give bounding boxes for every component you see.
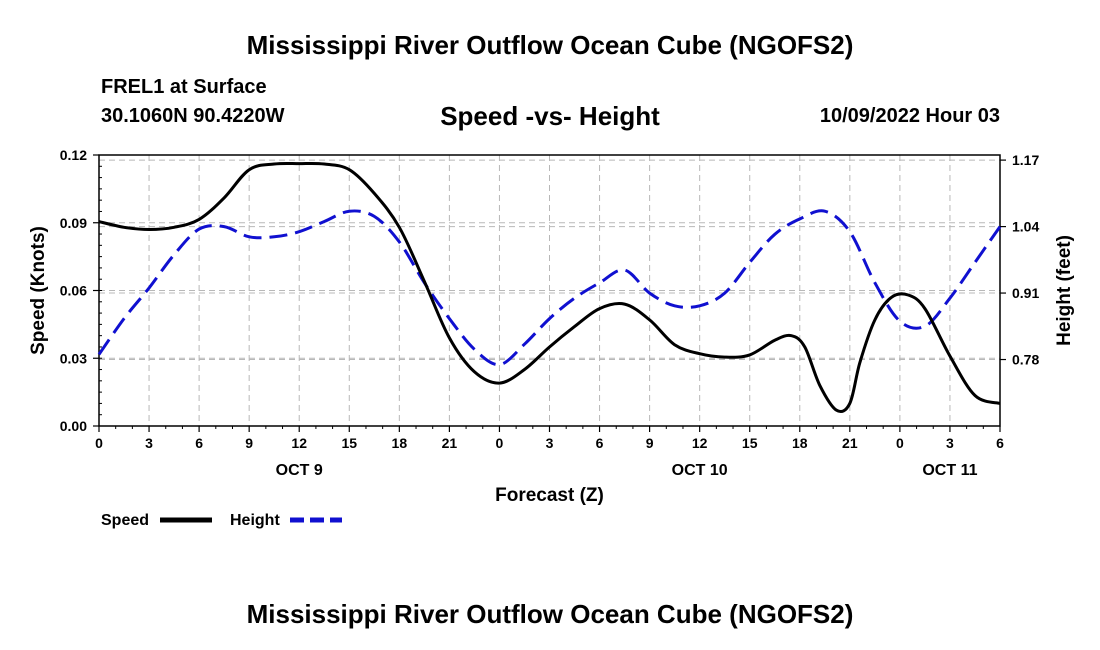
x-tick-label: 6 [596,435,604,451]
y2-tick-label: 0.78 [1012,352,1039,368]
y2-tick-label: 1.17 [1012,152,1039,168]
legend-label-height: Height [230,512,280,529]
y-tick-label: 0.06 [60,283,87,299]
y2-tick-label: 1.04 [1012,219,1039,235]
chart-title: Speed -vs- Height [440,101,660,131]
x-tick-label: 21 [442,435,458,451]
x-tick-label: 15 [341,435,357,451]
x-tick-label: 3 [145,435,153,451]
x-tick-label: 3 [546,435,554,451]
y2-tick-label: 0.91 [1012,285,1039,301]
x-tick-label: 6 [195,435,203,451]
y-tick-label: 0.00 [60,418,87,434]
station-name: FREL1 at Surface [101,76,267,98]
x-tick-label: 18 [792,435,808,451]
speed-height-chart: 0 3 6 9 12 15 18 21 0 3 6 9 12 15 18 21 0 3 6 0.00 0.03 0.06 0… [28,147,1075,529]
day-label: OCT 10 [672,462,728,479]
x-axis-title: Forecast (Z) [495,485,604,506]
speed-series-line [98,161,1001,414]
y-axis-title: Speed (Knots) [28,226,49,355]
page-title: Mississippi River Outflow Ocean Cube (NG… [246,30,854,60]
y-tick-label: 0.12 [60,147,87,163]
x-tick-label: 3 [946,435,954,451]
y-tick-label: 0.03 [60,350,87,366]
x-tick-label: 12 [291,435,307,451]
legend-label-speed: Speed [101,512,149,529]
x-tick-label: 15 [742,435,758,451]
x-tick-label: 12 [692,435,708,451]
height-series-line [97,209,1002,367]
x-tick-label: 0 [496,435,504,451]
day-label: OCT 9 [276,462,323,479]
x-tick-label: 0 [896,435,904,451]
day-label: OCT 11 [922,462,977,479]
chart-datetime: 10/09/2022 Hour 03 [819,105,1000,127]
x-tick-label: 6 [996,435,1004,451]
y2-axis-title: Height (feet) [1054,235,1075,346]
station-coordinates: 30.1060N 90.4220W [101,105,285,127]
next-chart-title: Mississippi River Outflow Ocean Cube (NG… [246,599,854,629]
x-tick-label: 21 [842,435,858,451]
y-tick-label: 0.09 [60,215,87,231]
x-tick-label: 0 [95,435,103,451]
x-tick-label: 9 [646,435,654,451]
x-tick-label: 9 [245,435,253,451]
x-tick-label: 18 [392,435,408,451]
